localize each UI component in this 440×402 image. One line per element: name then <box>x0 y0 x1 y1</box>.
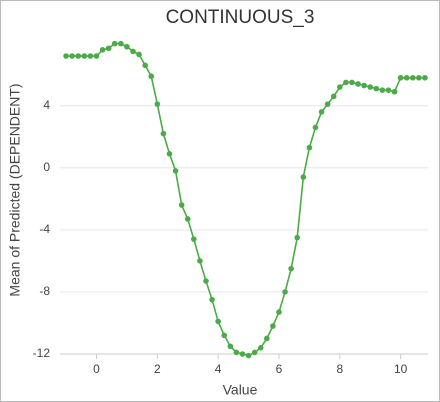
data-point <box>63 53 69 59</box>
data-point <box>300 174 307 180</box>
data-point <box>306 144 313 151</box>
data-point <box>343 79 349 86</box>
x-tick-label: 4 <box>215 362 222 376</box>
y-tick-label: -4 <box>39 222 50 236</box>
data-point <box>209 296 215 303</box>
data-point <box>367 84 374 90</box>
y-tick-label: -8 <box>39 284 50 298</box>
data-point <box>239 351 246 357</box>
data-point <box>416 74 422 81</box>
x-tick-label: 6 <box>276 362 283 376</box>
data-point <box>203 278 209 284</box>
data-point <box>160 130 167 137</box>
data-point <box>245 352 252 359</box>
data-point <box>178 202 185 208</box>
data-point <box>81 53 88 59</box>
data-point <box>154 101 161 107</box>
data-point <box>148 73 155 80</box>
x-tick-label: 0 <box>93 362 100 376</box>
y-tick-label: -12 <box>33 346 51 360</box>
data-point <box>270 323 276 329</box>
data-point <box>251 349 258 356</box>
data-point <box>409 74 416 81</box>
data-point <box>422 74 428 81</box>
data-point <box>324 101 331 107</box>
data-point <box>355 81 361 87</box>
x-axis-label: Value <box>223 382 258 398</box>
data-point <box>276 309 282 315</box>
data-point <box>294 234 301 241</box>
data-point <box>227 343 234 350</box>
data-point <box>337 84 343 90</box>
data-point <box>221 332 228 339</box>
y-tick-label: 0 <box>43 160 50 174</box>
data-point <box>166 151 173 157</box>
data-point <box>105 45 112 52</box>
data-point <box>136 51 142 58</box>
x-tick-label: 10 <box>394 362 408 376</box>
data-point <box>142 62 148 69</box>
data-point <box>330 93 337 100</box>
data-point <box>75 53 82 59</box>
data-point <box>197 258 203 264</box>
data-point <box>99 47 106 53</box>
data-point <box>318 109 325 115</box>
chart-title: CONTINUOUS_3 <box>166 7 315 28</box>
data-point <box>361 82 367 89</box>
data-point <box>93 53 100 59</box>
data-point <box>403 74 410 81</box>
data-point <box>397 74 404 81</box>
y-axis-label: Mean of Predicted (DEPENDENT) <box>7 83 23 296</box>
data-point <box>349 79 355 86</box>
data-point <box>130 48 136 55</box>
data-point <box>69 53 75 59</box>
data-point <box>379 87 386 93</box>
data-point <box>257 344 264 351</box>
data-point <box>391 88 398 95</box>
data-point <box>373 85 380 92</box>
x-tick-label: 8 <box>336 362 343 376</box>
data-point <box>385 87 392 93</box>
data-point <box>282 289 288 295</box>
data-point <box>215 318 221 325</box>
data-point <box>184 216 191 222</box>
data-point <box>191 236 197 242</box>
data-point <box>312 124 319 131</box>
data-point <box>172 168 179 174</box>
data-point <box>264 335 270 342</box>
data-point <box>118 40 124 47</box>
x-tick-label: 2 <box>154 362 161 376</box>
data-point <box>111 40 118 47</box>
data-point <box>233 349 240 356</box>
data-point <box>124 43 130 50</box>
y-tick-label: 4 <box>43 98 50 112</box>
data-point <box>288 265 294 272</box>
data-point <box>87 53 94 59</box>
